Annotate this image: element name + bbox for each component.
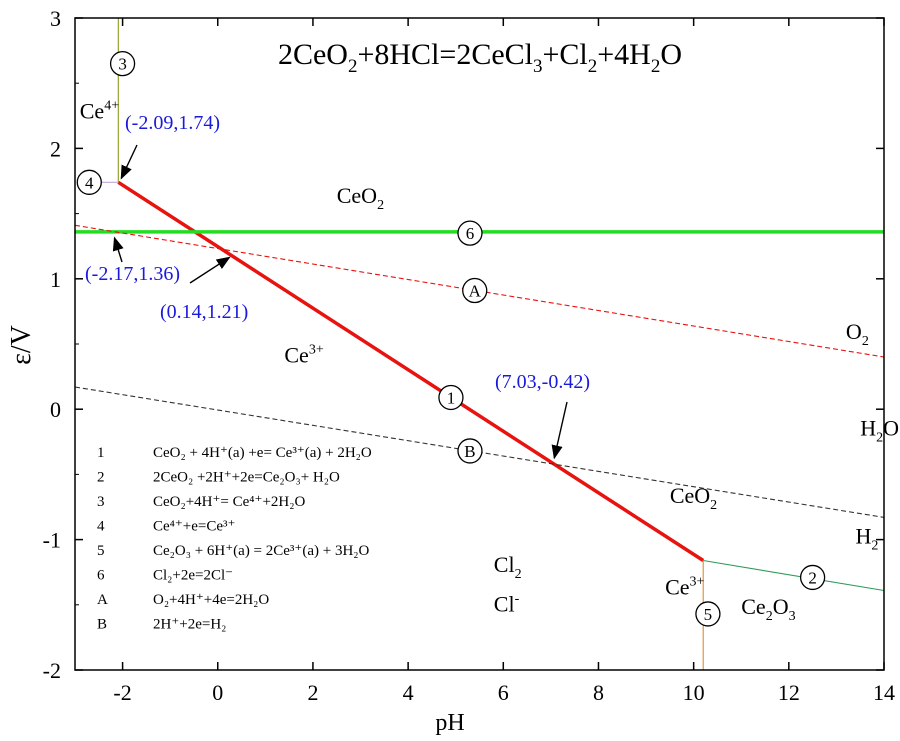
series-marker-circle <box>799 564 826 591</box>
series-marker-layer: 1 2 3 4 5 6 A B <box>76 50 826 627</box>
annotation-arrow <box>189 256 231 284</box>
region-label: CeO2 <box>337 183 384 213</box>
annotation-arrow <box>112 236 124 263</box>
series-marker-circle <box>457 438 483 464</box>
y-axis-label: ε/V <box>6 325 37 365</box>
y-tick-label: 2 <box>50 136 61 161</box>
series-marker-5: 5 <box>695 601 721 627</box>
series-marker-a: A <box>462 277 488 304</box>
x-tick-label: -2 <box>113 680 131 705</box>
legend-item-equation: O₂+4H⁺+4e=2H₂O <box>153 592 269 608</box>
y-tick-label: -2 <box>43 658 61 683</box>
y-tick-label: 3 <box>50 6 61 31</box>
series-marker-id: 3 <box>118 55 127 74</box>
series-marker-4: 4 <box>76 169 102 195</box>
x-tick-label: 10 <box>683 680 705 705</box>
series-marker-id: A <box>469 282 482 301</box>
x-tick-label: 6 <box>498 680 509 705</box>
legend-item-equation: CeO₂+4H⁺= Ce⁴⁺+2H₂O <box>153 494 305 510</box>
series-line-1 <box>117 180 705 562</box>
legend-item-equation: 2H⁺+2e=H₂ <box>153 617 226 633</box>
series-marker-id: B <box>464 442 475 461</box>
x-tick-label: 14 <box>873 680 895 705</box>
series-marker-circle <box>438 384 464 411</box>
series-marker-id: 6 <box>466 224 475 243</box>
legend-item-equation: 2CeO₂ +2H⁺+2e=Ce₂O₃+ H₂O <box>153 470 340 486</box>
region-label: Ce2O3 <box>741 594 795 624</box>
region-label: H2 <box>855 524 878 554</box>
series-marker-3: 3 <box>109 50 136 77</box>
series-marker-circle <box>457 220 483 246</box>
annotation-point-label: (7.03,-0.42) <box>495 371 590 393</box>
legend: 1 CeO₂ + 4H⁺(a) +e= Ce³⁺(a) + 2H₂O 2 2CeO₂ … <box>97 445 372 633</box>
legend-item-id: 3 <box>97 494 105 510</box>
y-tick-label: 0 <box>50 397 61 422</box>
chart-title: 2CeO2+8HCl=2CeCl3+Cl2+4H2O <box>278 38 682 77</box>
series-marker-id: 2 <box>808 568 817 587</box>
legend-item-id: 2 <box>97 470 105 486</box>
region-label: H2O <box>860 415 899 445</box>
x-tick-label: 12 <box>778 680 800 705</box>
legend-item-id: 4 <box>97 519 105 535</box>
y-tick-label: 1 <box>50 267 61 292</box>
series-marker-circle <box>695 601 721 627</box>
series-marker-circle <box>76 169 102 195</box>
region-label: Cl- <box>494 591 520 616</box>
region-label: CeO2 <box>670 483 717 513</box>
series-marker-2: 2 <box>799 564 826 591</box>
annotation-point-label: (-2.17,1.36) <box>85 263 180 285</box>
annotation-point-label: (-2.09,1.74) <box>125 112 220 134</box>
legend-item-equation: Cl₂+2e=2Cl⁻ <box>153 568 233 584</box>
x-tick-label: 4 <box>403 680 414 705</box>
region-label: O2 <box>846 319 869 349</box>
legend-item-id: 1 <box>97 445 105 461</box>
legend-item-id: B <box>97 617 107 633</box>
series-marker-id: 1 <box>447 388 456 407</box>
series-marker-id: 4 <box>85 173 94 192</box>
annotation-arrow <box>120 144 138 180</box>
region-label: Ce3+ <box>665 574 704 599</box>
annotation-point-label: (0.14,1.21) <box>160 301 248 323</box>
y-tick-label: -1 <box>43 528 61 553</box>
series-line-2 <box>703 559 885 592</box>
series-marker-circle <box>462 277 488 304</box>
legend-item-id: 5 <box>97 543 105 559</box>
region-label: Cl2 <box>494 552 522 582</box>
legend-item-id: A <box>97 592 108 608</box>
x-tick-label: 2 <box>307 680 318 705</box>
legend-item-id: 6 <box>97 568 105 584</box>
region-label: Ce4+ <box>80 98 119 123</box>
series-marker-circle <box>109 50 136 77</box>
legend-item-equation: CeO₂ + 4H⁺(a) +e= Ce³⁺(a) + 2H₂O <box>153 445 372 461</box>
x-tick-label: 0 <box>212 680 223 705</box>
legend-item-equation: Ce₂O₃ + 6H⁺(a) = 2Ce³⁺(a) + 3H₂O <box>153 543 370 559</box>
annotation-layer: (-2.09,1.74) (-2.17,1.36) (0.14,1.21) (7.03… <box>85 112 590 460</box>
series-marker-b: B <box>457 438 483 464</box>
series-marker-1: 1 <box>438 384 464 411</box>
region-label-layer: Ce4+ CeO2 Ce3+ O2 H2O CeO2 H2 Cl2 Cl- Ce3+ Ce2O3 <box>80 98 899 624</box>
legend-item-equation: Ce⁴⁺+e=Ce³⁺ <box>153 519 235 535</box>
annotation-arrow <box>551 401 568 460</box>
series-marker-id: 5 <box>704 605 713 624</box>
x-tick-label: 8 <box>593 680 604 705</box>
region-label: Ce3+ <box>284 342 323 367</box>
series-marker-6: 6 <box>457 220 483 246</box>
x-axis-label: pH <box>435 710 464 736</box>
